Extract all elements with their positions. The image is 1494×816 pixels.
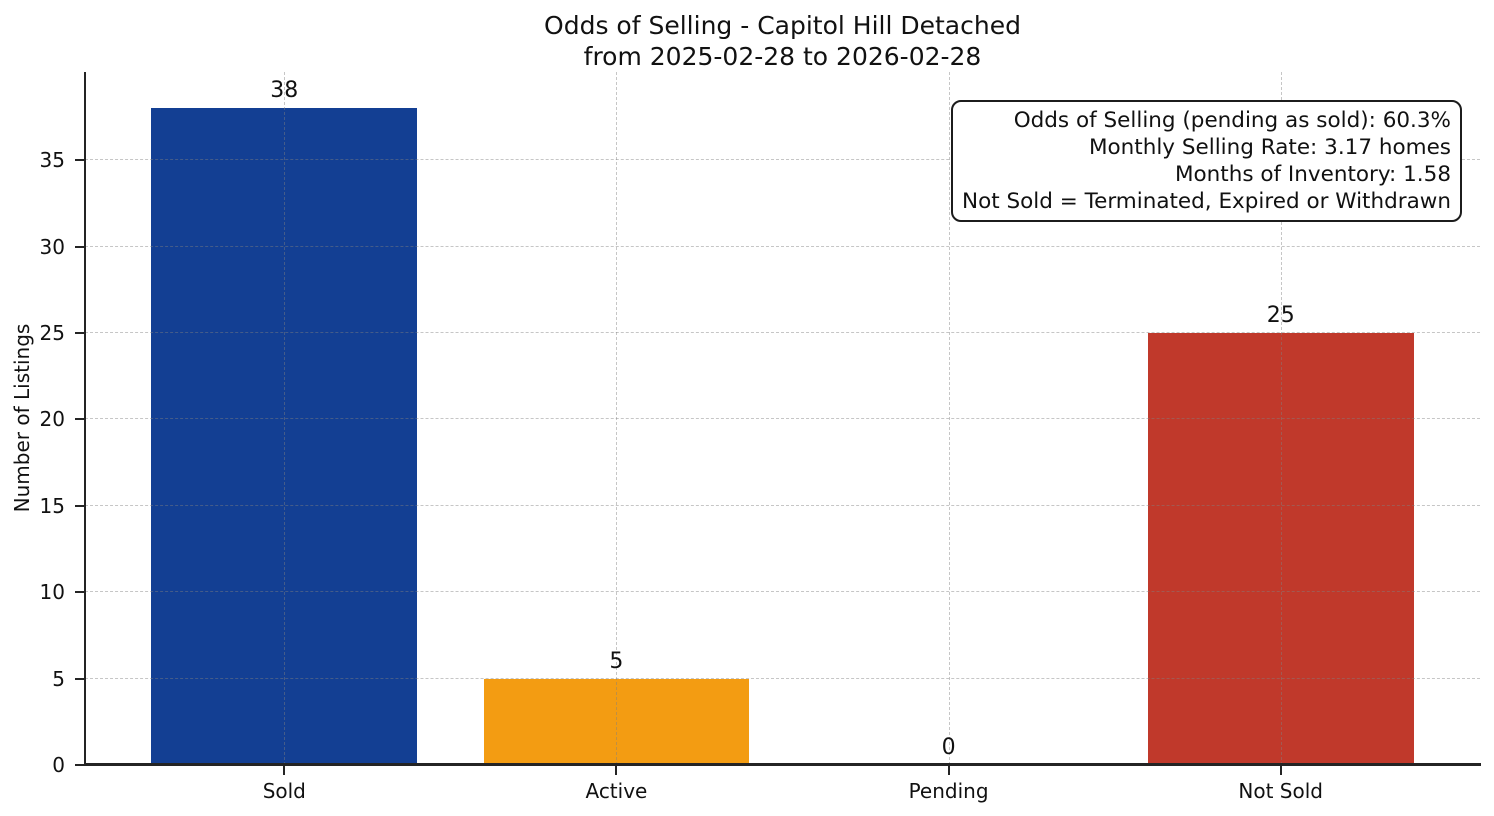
bar-value-label-not-sold: 25 [1266,302,1295,328]
horizontal-gridline [85,591,1480,593]
y-tick-label-20: 20 [39,407,65,432]
y-tick-label-15: 15 [39,493,65,518]
y-tick-mark [75,331,84,334]
horizontal-gridline [85,245,1480,247]
horizontal-gridline [85,677,1480,679]
bar-active [483,678,750,765]
stats-annotation-box: Odds of Selling (pending as sold): 60.3%… [951,100,1462,222]
y-tick-mark [75,418,84,421]
y-tick-mark [75,159,84,162]
horizontal-gridline [85,418,1480,420]
vertical-gridline [284,72,286,765]
y-tick-label-5: 5 [52,666,65,691]
chart-title: Odds of Selling - Capitol Hill Detached [544,11,1021,40]
x-tick-mark [615,765,618,775]
annotation-monthly-selling-rate: Monthly Selling Rate: 3.17 homes [1088,135,1451,160]
x-tick-mark [283,765,286,775]
chart-subtitle: from 2025-02-28 to 2026-02-28 [583,42,982,71]
y-tick-label-30: 30 [39,234,65,259]
bar-value-label-pending: 0 [941,735,956,760]
x-axis-spine [84,763,1481,766]
x-tick-mark [1279,765,1282,775]
bar-value-label-active: 5 [609,648,624,674]
x-tick-mark [947,765,950,775]
vertical-gridline [948,72,950,765]
plot-area: 38 Sold 5 Active 0 Pending 25 Not Sold 0 5 10 15 20 2… [40,72,1481,803]
bar-value-label-sold: 38 [270,78,299,104]
x-tick-label-not-sold: Not Sold [1238,779,1323,803]
annotation-odds-of-selling: Odds of Selling (pending as sold): 60.3% [1013,108,1451,133]
y-tick-mark [75,504,84,507]
vertical-gridline [1280,72,1282,765]
y-tick-label-35: 35 [39,148,65,173]
horizontal-gridline [85,159,1480,161]
y-tick-mark [75,591,84,594]
horizontal-gridline [85,504,1480,506]
y-tick-mark [75,245,84,248]
annotation-not-sold-definition: Not Sold = Terminated, Expired or Withdr… [962,189,1451,214]
horizontal-gridline [85,331,1480,333]
y-tick-label-25: 25 [39,320,65,345]
bar-sold [151,108,418,765]
annotation-months-of-inventory: Months of Inventory: 1.58 [1174,162,1451,187]
x-tick-label-pending: Pending [908,779,989,803]
y-tick-mark [75,677,84,680]
x-tick-label-active: Active [585,779,648,803]
bar-not-sold [1147,332,1414,765]
y-axis-spine [84,72,86,765]
x-tick-label-sold: Sold [262,779,306,803]
vertical-gridline [616,72,618,765]
y-tick-mark [75,764,84,766]
y-tick-label-10: 10 [39,580,65,605]
y-tick-label-0: 0 [52,753,65,777]
